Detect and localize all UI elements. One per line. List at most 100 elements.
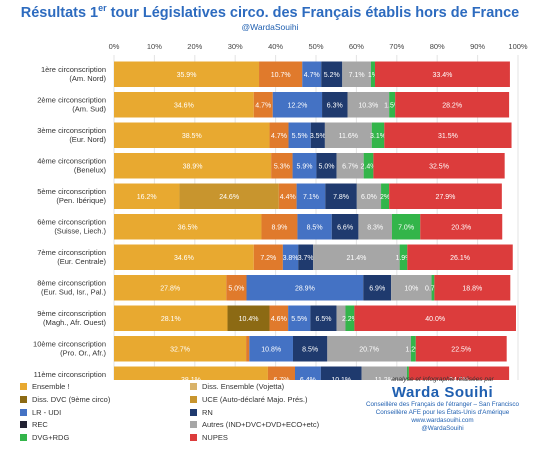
- data-label: 10.8%: [261, 346, 281, 353]
- category-label: 6ème circonscription: [37, 217, 106, 226]
- bar-segment: [370, 61, 375, 87]
- category-label: (Am. Nord): [69, 74, 106, 83]
- data-label: 35.9%: [177, 72, 197, 79]
- data-label: 20.7%: [359, 346, 379, 353]
- category-label: 4ème circonscription: [37, 156, 106, 165]
- category-label: 9ème circonscription: [37, 309, 106, 318]
- credits-author-first: Warda: [391, 384, 445, 401]
- bar-segment: [322, 92, 348, 118]
- data-label: 1.2%: [405, 346, 421, 353]
- data-label: 3.7%: [298, 255, 314, 262]
- data-label: 7.8%: [333, 194, 349, 201]
- x-tick-label: 50%: [308, 42, 323, 51]
- bar-segment: [320, 366, 362, 380]
- data-label: 4.4%: [280, 194, 296, 201]
- legend-swatch: [20, 383, 27, 390]
- bar-segment: [226, 275, 247, 301]
- bar-segment: [114, 122, 270, 148]
- bar-segment: [391, 275, 432, 301]
- category-label: (Am. Sud): [72, 104, 106, 113]
- bar-segment: [410, 336, 416, 362]
- legend-item: NUPES: [190, 433, 228, 442]
- legend-item: REC: [20, 420, 48, 429]
- data-label: 4.7%: [271, 133, 287, 140]
- category-label: (Eur. Nord): [69, 135, 106, 144]
- bar-segment: [389, 92, 396, 118]
- x-tick-label: 70%: [389, 42, 404, 51]
- bar-segment: [246, 336, 250, 362]
- category-label: 5ème circonscription: [37, 187, 106, 196]
- data-label: 5.5%: [292, 133, 308, 140]
- legend-swatch: [20, 395, 27, 403]
- legend-item: UCE (Auto-déclaré Majo. Prés.): [190, 395, 307, 404]
- bar-segment: [272, 92, 323, 118]
- legend-swatch: [20, 421, 27, 429]
- data-label: 1%: [368, 72, 378, 79]
- bar-segment: [345, 305, 355, 331]
- bar-segment: [297, 214, 332, 240]
- legend-item: RN: [190, 408, 213, 417]
- x-tick-label: 20%: [187, 42, 202, 51]
- bar-segment: [246, 275, 364, 301]
- category-label: (Eur. Sud, Isr., Pal.): [41, 287, 107, 296]
- data-label: 3.8%: [283, 255, 299, 262]
- bar-segment: [313, 244, 400, 270]
- credits-author: Warda Souihi: [345, 384, 540, 401]
- data-label: 31.5%: [438, 133, 458, 140]
- bar-segment: [316, 153, 337, 179]
- data-label: 8.9%: [271, 224, 287, 231]
- category-label: 7ème circonscription: [37, 248, 106, 257]
- data-label: 4.6%: [271, 316, 287, 323]
- data-label: 7.1%: [303, 194, 319, 201]
- category-label: (Pen. Ibérique): [56, 196, 106, 205]
- data-label: 6.7%: [342, 163, 358, 170]
- credits-website: www.wardasouihi.com: [411, 417, 474, 424]
- data-label: 34.6%: [174, 102, 194, 109]
- data-label: 20.3%: [451, 224, 471, 231]
- data-label: 10%: [404, 285, 418, 292]
- bar-segment: [415, 336, 507, 362]
- legend-swatch: [190, 408, 197, 416]
- bar-segment: [114, 183, 180, 209]
- data-label: 8.5%: [307, 224, 323, 231]
- data-label: 26.1%: [450, 255, 470, 262]
- data-label: 5.0%: [228, 285, 244, 292]
- data-label: 32.5%: [429, 163, 449, 170]
- data-label: 10.4%: [239, 316, 259, 323]
- x-tick-label: 40%: [268, 42, 283, 51]
- data-label: 6.9%: [369, 285, 385, 292]
- data-label: 24.8%: [449, 377, 469, 380]
- data-label: 16.2%: [137, 194, 157, 201]
- bar-segment: [282, 244, 299, 270]
- bar-segment: [356, 183, 382, 209]
- data-label: 3.5%: [310, 133, 326, 140]
- legend-item: Diss. DVC (9ème circo): [20, 395, 110, 404]
- category-label: 11ème circonscription: [34, 370, 106, 379]
- legend-item: LR - UDI: [20, 408, 61, 417]
- legend-label: DVG+RDG: [32, 433, 70, 443]
- bar-segment: [408, 366, 510, 380]
- bar-segment: [302, 61, 322, 87]
- legend-swatch: [20, 434, 27, 442]
- bar-segment: [325, 183, 357, 209]
- legend-swatch: [190, 383, 197, 390]
- category-label: (Eur. Centrale): [57, 257, 106, 266]
- category-label: 3ème circonscription: [37, 126, 106, 135]
- legend-item: DVG+RDG: [20, 433, 69, 442]
- data-label: 8.3%: [367, 224, 383, 231]
- data-label: 12.2%: [287, 102, 307, 109]
- bar-segment: [114, 244, 254, 270]
- legend-swatch: [20, 408, 27, 416]
- bar-segment: [331, 214, 359, 240]
- category-label: (Magh., Afr. Ouest): [43, 318, 106, 327]
- data-label: 11.6%: [339, 133, 358, 140]
- bar-segment: [381, 183, 390, 209]
- category-label: (Asie, Eur. Est): [56, 379, 107, 380]
- bar-segment: [358, 214, 392, 240]
- bar-segment: [296, 183, 326, 209]
- bar-segment: [179, 183, 279, 209]
- bar-segment: [114, 92, 254, 118]
- legend-item: Autres (IND+DVC+DVD+ECO+etc): [190, 420, 319, 429]
- bar-segment: [407, 244, 513, 270]
- data-label: 10.7%: [271, 72, 291, 79]
